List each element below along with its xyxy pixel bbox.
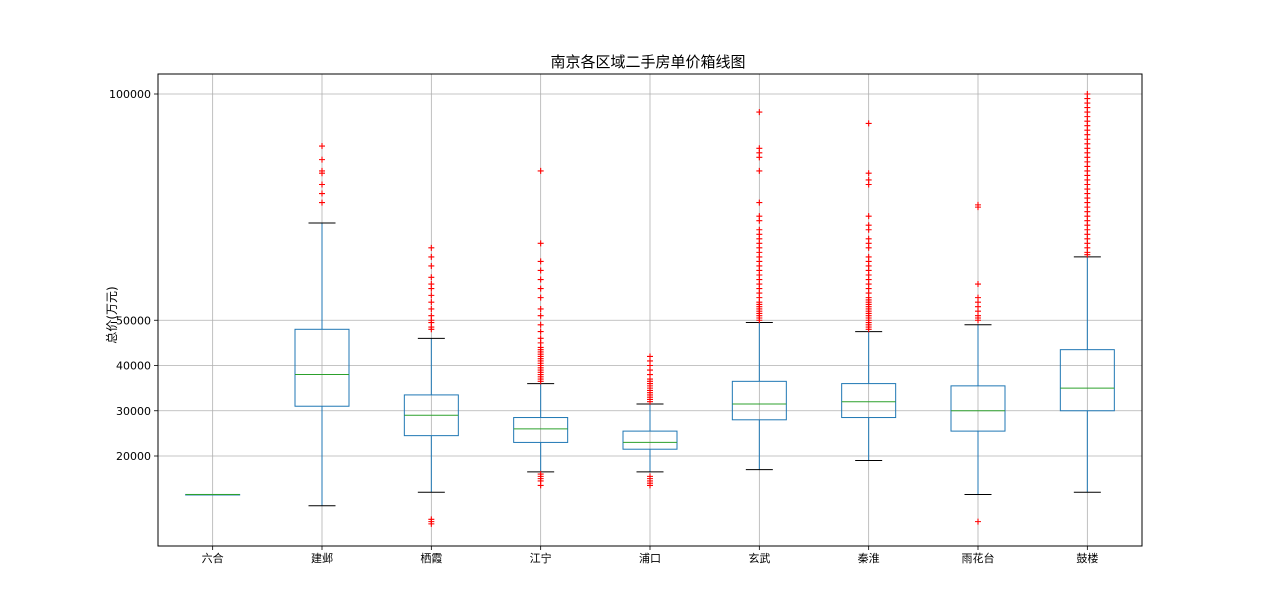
x-tick-label: 玄武 xyxy=(748,551,770,565)
outlier-point xyxy=(975,518,981,525)
box-group xyxy=(513,167,569,489)
outlier-point xyxy=(319,199,325,206)
outlier-point xyxy=(319,156,325,163)
outlier-point xyxy=(865,176,872,183)
box-iqr xyxy=(731,380,787,421)
outlier-point xyxy=(756,167,763,174)
box-group xyxy=(1059,91,1115,493)
outlier-point xyxy=(865,222,872,229)
y-axis-label: 总价(万元) xyxy=(105,286,119,343)
outlier-point xyxy=(1084,91,1091,97)
outlier-point xyxy=(756,226,763,233)
outlier-point xyxy=(428,253,435,260)
x-tick-label: 建邺 xyxy=(311,551,333,565)
outlier-point xyxy=(865,213,872,220)
outlier-point xyxy=(865,235,872,242)
outlier-point xyxy=(865,170,872,177)
outlier-point xyxy=(428,274,435,281)
outlier-point xyxy=(428,312,435,319)
box-group xyxy=(622,353,678,489)
box-group xyxy=(841,120,897,462)
box-iqr xyxy=(513,417,569,443)
outlier-point xyxy=(975,294,981,301)
x-tick-label: 六合 xyxy=(202,551,224,565)
box-group xyxy=(950,201,1006,525)
outlier-point xyxy=(865,253,872,260)
outlier-point xyxy=(537,240,544,247)
outlier-point xyxy=(428,292,435,299)
box-iqr xyxy=(1059,349,1115,412)
box-iqr xyxy=(294,328,350,407)
x-tick-label: 浦口 xyxy=(639,552,661,565)
y-tick-label: 50000 xyxy=(116,314,151,327)
outlier-point xyxy=(647,353,653,360)
y-tick-label: 100000 xyxy=(109,88,151,101)
outlier-point xyxy=(537,285,544,292)
outlier-point xyxy=(865,120,872,127)
x-tick-label: 秦淮 xyxy=(858,551,880,565)
box-group xyxy=(185,493,241,496)
outlier-point xyxy=(756,145,763,152)
outlier-point xyxy=(319,181,325,188)
outlier-point xyxy=(428,299,435,306)
outlier-point xyxy=(537,321,544,328)
axes: 20000 30000 40000 50000 100000 六合 建邺 栖霞 江宁 浦口 玄武 秦淮… xyxy=(109,73,1143,565)
box-iqr xyxy=(622,430,678,450)
outlier-point xyxy=(647,473,653,480)
outlier-point xyxy=(319,167,325,174)
y-tick-label: 30000 xyxy=(116,405,151,418)
box-marks xyxy=(185,91,1115,527)
y-tick-label: 40000 xyxy=(116,360,151,373)
outlier-point xyxy=(975,201,981,208)
chart-title: 南京各区域二手房单价箱线图 xyxy=(550,53,745,71)
outlier-point xyxy=(537,258,544,265)
outlier-point xyxy=(756,109,763,116)
x-tick-label: 雨花台 xyxy=(962,551,995,565)
outlier-point xyxy=(537,267,544,274)
x-tick-label: 江宁 xyxy=(530,551,552,565)
x-tick-label: 栖霞 xyxy=(420,551,442,565)
outlier-point xyxy=(537,294,544,301)
box-group xyxy=(294,143,350,507)
outlier-point xyxy=(428,305,435,312)
outlier-point xyxy=(319,143,325,150)
outlier-point xyxy=(756,213,763,220)
outlier-point xyxy=(428,244,435,251)
outlier-point xyxy=(319,190,325,197)
box-iqr xyxy=(950,385,1006,432)
x-tick-label: 鼓楼 xyxy=(1076,551,1098,565)
outlier-point xyxy=(537,305,544,312)
outlier-point xyxy=(975,281,981,288)
outlier-point xyxy=(537,328,544,335)
outlier-point xyxy=(756,199,763,206)
outlier-point xyxy=(537,167,544,174)
outlier-point xyxy=(428,281,435,288)
y-tick-label: 20000 xyxy=(116,450,151,463)
outlier-point xyxy=(537,335,544,342)
box-group xyxy=(403,244,459,527)
box-group xyxy=(731,109,787,471)
outlier-point xyxy=(537,471,544,478)
outlier-point xyxy=(428,516,435,523)
box-iqr xyxy=(841,383,897,419)
outlier-point xyxy=(537,276,544,283)
outlier-point xyxy=(428,262,435,269)
outlier-point xyxy=(537,312,544,319)
